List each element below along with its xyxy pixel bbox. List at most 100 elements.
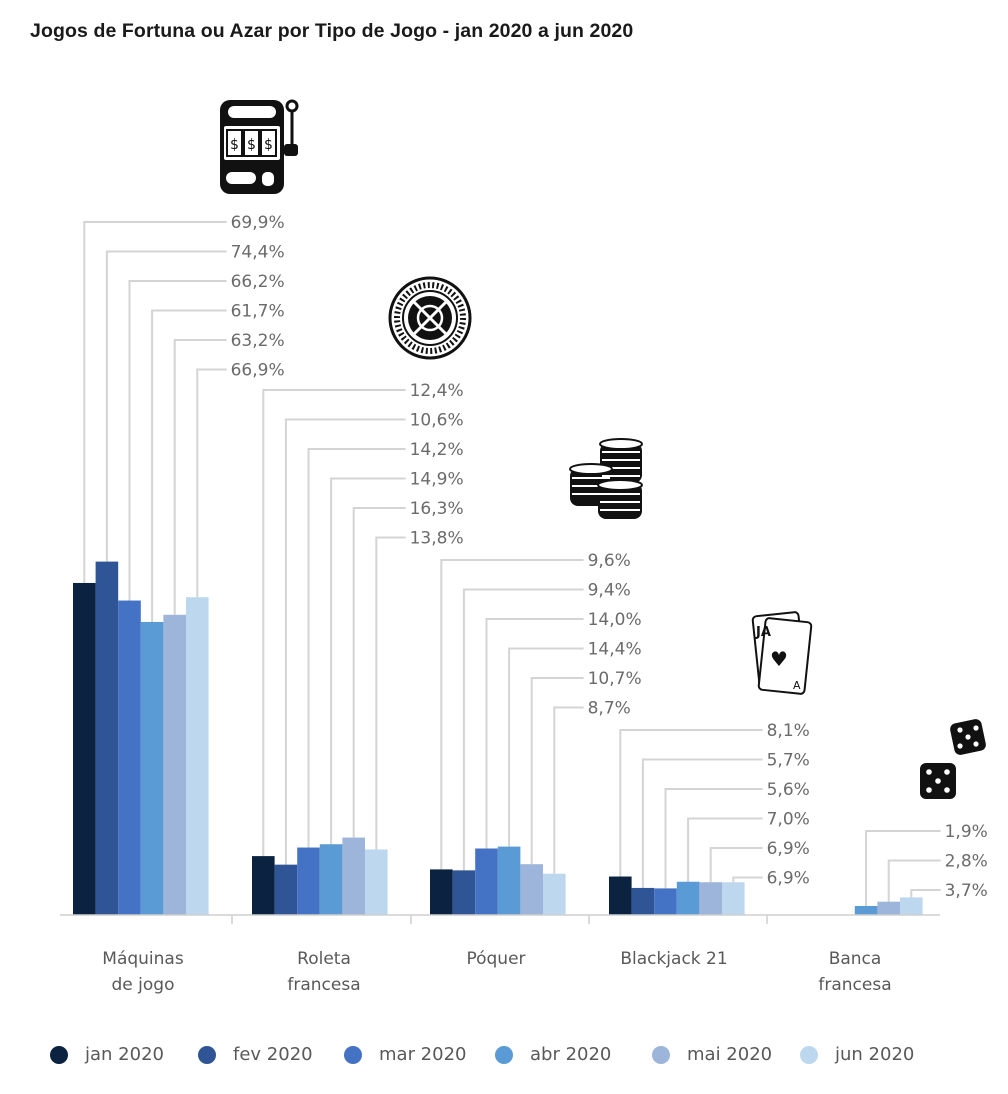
- legend-label: abr 2020: [530, 1044, 612, 1065]
- bar: [654, 888, 677, 915]
- leader-line: [687, 817, 763, 882]
- leader-line: [887, 859, 941, 902]
- legend-item: mar 2020: [344, 1044, 467, 1065]
- leader-line: [619, 729, 763, 877]
- category-label: francesa: [287, 975, 360, 995]
- leader-line: [375, 536, 406, 850]
- leader-line: [151, 309, 227, 622]
- leader-line: [284, 418, 406, 865]
- legend-item: jun 2020: [800, 1044, 914, 1065]
- bar: [163, 614, 186, 915]
- legend-label: fev 2020: [233, 1044, 313, 1065]
- leader-line: [553, 706, 584, 874]
- data-label: 13,8%: [410, 529, 464, 549]
- bar: [497, 846, 521, 915]
- legend-label: mar 2020: [379, 1044, 467, 1065]
- bar: [186, 597, 209, 915]
- legend-swatch: [495, 1045, 513, 1064]
- bar: [900, 897, 923, 915]
- legend-label: mai 2020: [687, 1044, 773, 1065]
- bar: [365, 849, 388, 915]
- data-label: 66,2%: [231, 272, 285, 292]
- dice-icon: [920, 719, 986, 799]
- data-label: 2,8%: [945, 852, 988, 872]
- chart-plot: $ $ $: [60, 99, 988, 995]
- svg-text:$: $: [247, 137, 256, 153]
- bar: [520, 864, 543, 915]
- data-label: 14,0%: [588, 610, 642, 630]
- bar: [609, 876, 632, 915]
- bar: [722, 882, 745, 915]
- data-label: 63,2%: [231, 331, 285, 351]
- bar: [342, 837, 365, 915]
- svg-text:$: $: [264, 137, 273, 153]
- bar: [475, 848, 498, 915]
- leader-line: [462, 588, 584, 871]
- svg-text:♥: ♥: [770, 647, 788, 671]
- leader-line: [485, 618, 584, 849]
- legend-swatch: [50, 1045, 68, 1064]
- bar: [877, 901, 900, 915]
- leader-line: [352, 507, 406, 838]
- svg-text:$: $: [230, 137, 239, 153]
- category-label: francesa: [818, 975, 891, 995]
- data-label: 16,3%: [410, 499, 464, 519]
- bar: [676, 881, 700, 915]
- legend-label: jan 2020: [85, 1044, 164, 1065]
- data-label: 8,1%: [767, 721, 810, 741]
- roulette-wheel-icon: [388, 276, 472, 360]
- legend-swatch: [800, 1045, 818, 1064]
- legend-label: jun 2020: [835, 1044, 915, 1065]
- data-label: 14,2%: [410, 440, 464, 460]
- leader-line: [173, 339, 227, 615]
- category-label: Roleta: [297, 949, 351, 969]
- bar: [430, 869, 453, 915]
- legend-swatch: [344, 1045, 362, 1064]
- leader-line: [440, 559, 584, 870]
- data-label: 8,7%: [588, 699, 631, 719]
- legend-item: jan 2020: [50, 1044, 164, 1065]
- data-label: 12,4%: [410, 381, 464, 401]
- legend-swatch: [198, 1045, 216, 1064]
- bar: [699, 882, 722, 915]
- category-label: Póquer: [466, 949, 525, 969]
- leader-line: [196, 368, 227, 598]
- leader-line: [530, 677, 584, 865]
- bar: [95, 561, 119, 915]
- legend-item: fev 2020: [198, 1044, 313, 1065]
- data-label: 5,6%: [767, 780, 810, 800]
- category-label: Blackjack 21: [620, 949, 727, 969]
- leader-line: [307, 448, 406, 848]
- bar: [452, 870, 476, 915]
- data-label: 6,9%: [767, 869, 810, 889]
- legend-item: abr 2020: [495, 1044, 611, 1065]
- data-label: 69,9%: [231, 213, 285, 233]
- data-label: 1,9%: [945, 822, 988, 842]
- data-label: 5,7%: [767, 751, 810, 771]
- bar: [118, 600, 141, 915]
- leader-line: [508, 647, 584, 847]
- svg-text:A: A: [793, 679, 801, 692]
- leader-line: [709, 847, 763, 883]
- chart-legend: jan 2020 fev 2020 mar 2020 abr 2020 mai 2020…: [40, 1044, 980, 1074]
- bar: [319, 844, 343, 915]
- category-label: de jogo: [112, 975, 175, 995]
- leader-line: [910, 889, 941, 898]
- data-label: 9,6%: [588, 551, 631, 571]
- leader-line: [262, 389, 406, 857]
- data-label: 74,4%: [231, 243, 285, 263]
- data-label: 9,4%: [588, 581, 631, 601]
- data-label: 14,4%: [588, 640, 642, 660]
- bar: [543, 873, 566, 915]
- slot-machine-icon: $ $ $: [220, 99, 299, 194]
- data-label: 61,7%: [231, 302, 285, 322]
- data-label: 10,6%: [410, 411, 464, 431]
- bar: [854, 905, 878, 915]
- leader-line: [83, 221, 227, 583]
- category-label: Banca: [829, 949, 882, 969]
- bar: [73, 582, 96, 915]
- chart-title: Jogos de Fortuna ou Azar por Tipo de Jog…: [30, 20, 634, 42]
- category-label: Máquinas: [102, 949, 184, 969]
- data-label: 66,9%: [231, 361, 285, 381]
- bar: [140, 621, 164, 915]
